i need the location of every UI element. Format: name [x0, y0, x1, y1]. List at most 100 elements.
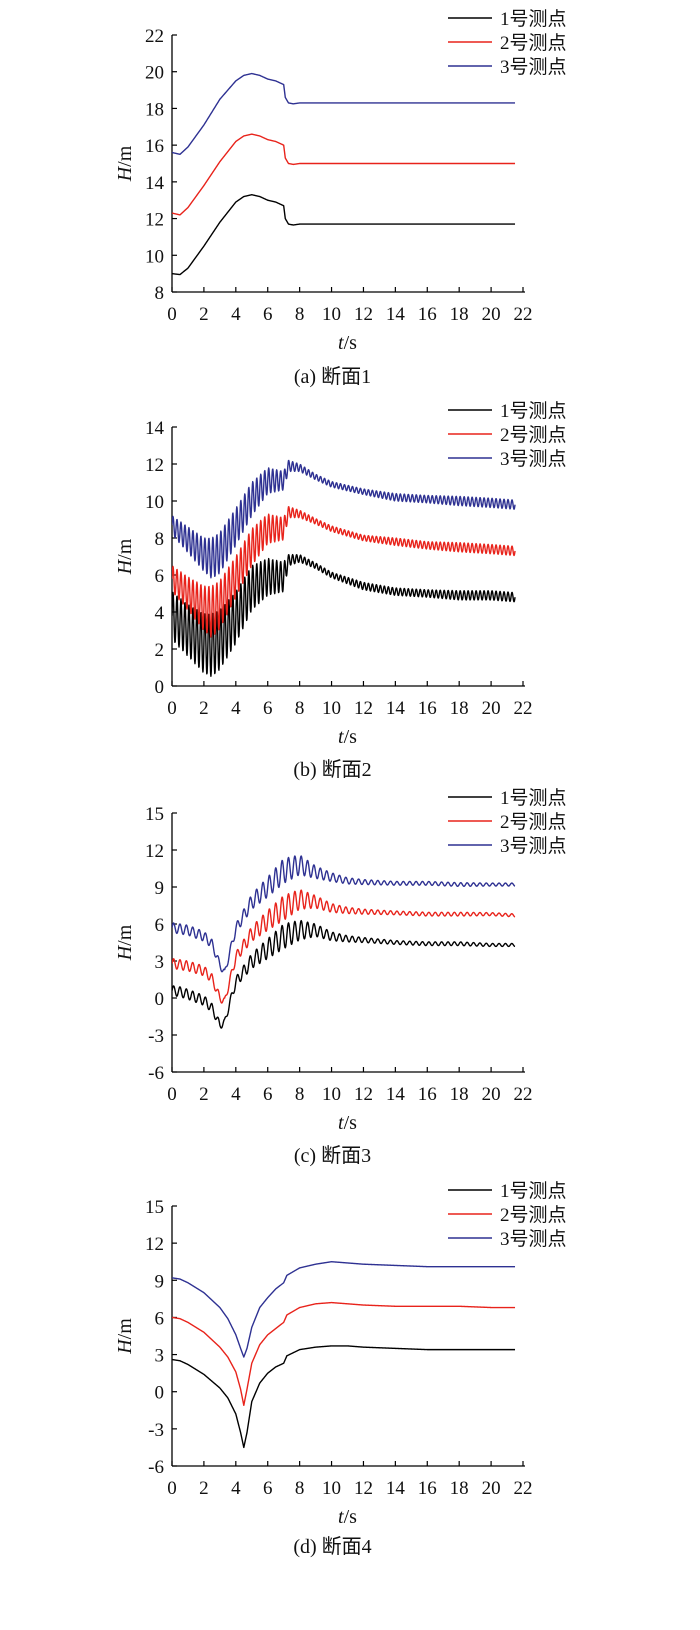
x-tick-label: 16 [418, 304, 437, 325]
x-tick-label: 16 [418, 698, 437, 719]
x-tick-label: 10 [322, 698, 341, 719]
x-tick-label: 2 [199, 304, 209, 325]
panel-caption: (c) 断面3 [294, 1144, 371, 1167]
y-tick-label: 12 [145, 1234, 164, 1255]
x-tick-label: 2 [199, 698, 209, 719]
y-tick-label: 18 [145, 99, 164, 120]
legend-label: 3号测点 [500, 56, 567, 78]
y-tick-label: 4 [155, 603, 165, 624]
y-axis-label: H/m [114, 538, 136, 575]
y-tick-label: 6 [155, 566, 165, 587]
y-tick-label: 12 [145, 455, 164, 476]
x-tick-label: 14 [386, 1478, 406, 1499]
x-tick-label: 20 [482, 698, 501, 719]
x-tick-label: 22 [514, 1084, 533, 1105]
x-tick-label: 14 [386, 698, 406, 719]
legend-label: 3号测点 [500, 835, 567, 857]
chart-panel-1: 0 2 4 6 8 10 12 14 16 18 20 22 8 10 12 14 16 18 20 22 t/s H/m… [114, 8, 567, 388]
x-tick-label: 22 [514, 698, 533, 719]
y-tick-label: 12 [145, 841, 164, 862]
x-tick-label: 18 [450, 1084, 469, 1105]
y-tick-label: 10 [145, 246, 164, 267]
x-tick-label: 4 [231, 698, 241, 719]
y-tick-label: 10 [145, 492, 164, 513]
y-tick-label: -3 [148, 1026, 164, 1047]
legend-label: 1号测点 [500, 1180, 567, 1202]
legend-label: 2号测点 [500, 32, 567, 54]
x-tick-label: 22 [514, 1478, 533, 1499]
x-tick-label: 18 [450, 698, 469, 719]
y-tick-label: 3 [155, 952, 165, 973]
x-tick-label: 0 [167, 698, 177, 719]
y-tick-label: 0 [155, 1383, 165, 1404]
x-tick-label: 8 [295, 304, 305, 325]
legend-label: 2号测点 [500, 424, 567, 446]
legend-label: 2号测点 [500, 1204, 567, 1226]
y-tick-label: 12 [145, 210, 164, 231]
y-tick-label: 8 [155, 529, 165, 550]
series-line-1 [172, 553, 516, 677]
panel-caption: (d) 断面4 [293, 1535, 371, 1558]
x-tick-label: 0 [167, 1478, 177, 1499]
x-tick-label: 22 [514, 304, 533, 325]
x-tick-label: 14 [386, 304, 406, 325]
x-tick-label: 6 [263, 1084, 273, 1105]
y-tick-label: 0 [155, 677, 165, 698]
panel-caption: (a) 断面1 [294, 365, 371, 388]
y-tick-label: -6 [148, 1063, 164, 1084]
x-tick-label: 12 [354, 304, 373, 325]
series-line-2 [172, 1301, 516, 1407]
y-tick-label: 8 [155, 283, 165, 304]
y-tick-label: 20 [145, 63, 164, 84]
legend-label: 1号测点 [500, 787, 567, 809]
x-tick-label: 10 [322, 1084, 341, 1105]
x-tick-label: 8 [295, 1478, 305, 1499]
y-tick-label: 2 [155, 640, 165, 661]
y-tick-label: 0 [155, 989, 165, 1010]
y-tick-label: 16 [145, 136, 164, 157]
x-tick-label: 14 [386, 1084, 406, 1105]
series-line-2 [172, 133, 516, 216]
series-line-1 [172, 194, 516, 276]
x-tick-label: 12 [354, 1478, 373, 1499]
x-tick-label: 8 [295, 1084, 305, 1105]
series-line-1 [172, 1345, 516, 1449]
y-tick-label: 6 [155, 915, 165, 936]
y-axis-label: H/m [114, 1318, 136, 1355]
x-tick-label: 16 [418, 1084, 437, 1105]
y-tick-label: 3 [155, 1346, 165, 1367]
y-tick-label: 15 [145, 1197, 164, 1218]
legend-label: 1号测点 [500, 400, 567, 422]
y-axis-label: H/m [114, 145, 136, 182]
x-tick-label: 10 [322, 1478, 341, 1499]
x-tick-label: 12 [354, 1084, 373, 1105]
x-tick-label: 2 [199, 1478, 209, 1499]
legend-label: 1号测点 [500, 8, 567, 30]
x-tick-label: 20 [482, 1478, 501, 1499]
chart-panel-3: 0 2 4 6 8 10 12 14 16 18 20 22 -6 -3 0 3 6 9 12 15 t/s H/m (c)… [114, 787, 567, 1167]
x-tick-label: 20 [482, 1084, 501, 1105]
x-tick-label: 4 [231, 1478, 241, 1499]
series-line-3 [172, 855, 516, 973]
series-line-3 [172, 1261, 516, 1358]
x-tick-label: 6 [263, 304, 273, 325]
y-tick-label: 22 [145, 26, 164, 47]
series-line-3 [172, 459, 516, 579]
y-tick-label: 14 [145, 418, 165, 439]
x-axis-label: t/s [338, 332, 357, 354]
series-line-1 [172, 919, 516, 1029]
y-tick-label: 9 [155, 878, 165, 899]
y-tick-label: -6 [148, 1457, 164, 1478]
x-tick-label: 4 [231, 304, 241, 325]
panel-caption: (b) 断面2 [293, 758, 371, 781]
x-tick-label: 20 [482, 304, 501, 325]
x-tick-label: 4 [231, 1084, 241, 1105]
x-tick-label: 18 [450, 304, 469, 325]
legend-label: 2号测点 [500, 811, 567, 833]
y-tick-label: 6 [155, 1308, 165, 1329]
